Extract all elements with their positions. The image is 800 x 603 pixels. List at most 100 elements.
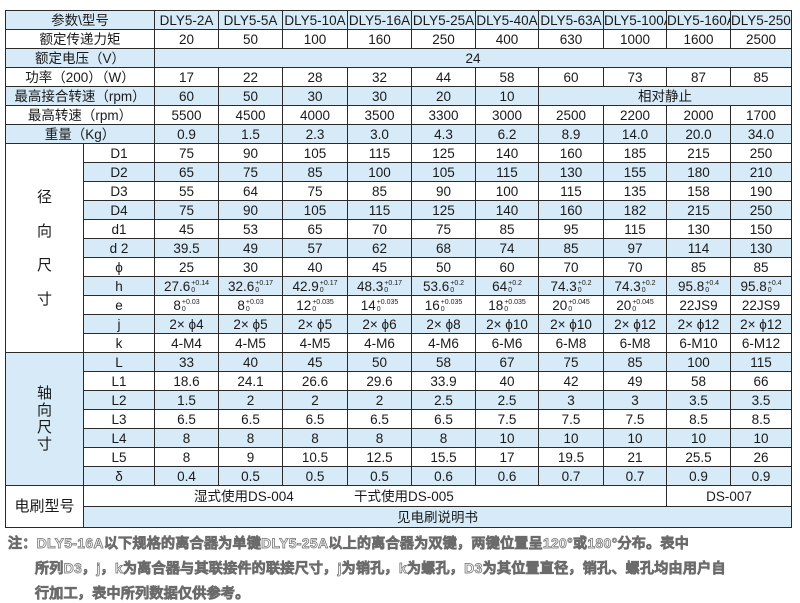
value-cell: 12 +0.035 0 [282,295,349,315]
value-cell: 75 [282,181,349,201]
value-cell: 74.3 +0.2 0 [603,276,668,296]
value-text: 70 [563,259,579,275]
value-cell: 115 [730,352,793,372]
tolerance-lower: 0 [384,286,389,294]
value-cell: 0.7 [538,466,605,486]
value-cell: 34.0 [730,124,793,144]
value-cell: 8 [154,447,220,467]
value-cell: 2.5 [475,390,540,410]
value-cell: 135 [603,181,668,201]
radial-row: h 27.6 +0.14 0 32.6 +0.17 0 42.9 +0.17 0 48.3 +0.17… [6,276,793,296]
value-cell: 95.8 +0.4 0 [730,276,793,296]
value-text: 0.9 [751,468,771,484]
value-cell: 85 [347,181,413,201]
header-row: 参数\型号 DLY5-2A DLY5-5A DLY5-10A DLY5-16A DLY5-… [4,10,793,30]
value-text: 8.9 [561,126,581,142]
value-cell: 130 [538,162,605,182]
value-cell: 65 [154,162,220,182]
value-cell: 8 +0.03 0 [154,295,220,315]
value-cell: 10.5 [282,447,349,467]
value-text: 4-M4 [171,335,202,351]
brush-large-cell: DS-007 [666,485,793,507]
value-cell: 6.5 [411,409,477,429]
value-cell: 50 [218,86,284,106]
value-cell: 66 [730,371,793,391]
value-text: 53.6 [422,278,450,294]
tolerance-upper: +0.4 [767,279,782,287]
tolerance: +0.2 0 [508,280,522,294]
value-cell: 215 [666,200,732,220]
value-cell: 17 [475,447,540,467]
value-text: 50 [243,88,259,104]
value-cell: 28 [282,67,349,87]
model-header: DLY5-2A [154,10,220,30]
value-text: 85 [307,164,323,180]
value-text: 3.0 [370,126,389,142]
value-text: 160 [559,202,583,218]
value-cell: 39.5 [154,238,220,258]
value-cell: 100 [347,162,413,182]
value-text: 0.5 [241,468,260,484]
tolerance: +0.2 0 [642,280,656,294]
value-cell: 20 +0.045 0 [603,295,668,315]
value-text: 115 [368,202,391,218]
value-cell: 70 [538,257,605,277]
value-cell: 0.5 [282,466,349,486]
value-text: 58 [436,354,452,370]
value-text: 8 [173,297,181,313]
value-cell: 85 [730,257,793,277]
value-cell: 2× ϕ8 [411,314,477,334]
value-text: 2× ϕ12 [740,316,782,332]
value-cell: 70 [347,219,413,239]
model-header: DLY5-250A [730,10,793,30]
value-cell: 8 [218,428,284,448]
value-cell: 6.5 [218,409,284,429]
value-cell: 105 [411,162,477,182]
param-label: D3 [82,181,156,201]
param-label: L [82,352,156,372]
spec-row: 功率（200）（W） 17 22 28 32 44 58 60 73 87 85 [4,67,793,87]
value-cell: 8.9 [538,124,605,144]
value-text: 75 [436,221,452,237]
value-text: 2× ϕ4 [169,316,204,332]
value-text: 53 [243,221,259,237]
value-cell: 74 [475,238,540,258]
value-text: 20.0 [685,126,712,142]
value-text: 3300 [428,107,459,123]
value-cell: 8.5 [666,409,732,429]
value-text: 210 [749,164,773,180]
value-cell: 140 [475,143,540,163]
radial-row: j 2× ϕ4 2× ϕ5 2× ϕ5 2× ϕ6 2× ϕ8 2× ϕ10 2× ϕ10 2×… [6,314,793,334]
tolerance: +0.035 0 [441,299,463,313]
value-text: 3000 [491,107,523,123]
value-cell: 3300 [411,105,477,125]
value-cell: 250 [730,200,793,220]
tolerance-lower: 0 [767,286,772,294]
value-text: 105 [303,145,327,161]
value-cell: 20.0 [666,124,732,144]
value-text: 20 [436,88,452,104]
value-text: 42.9 [292,278,319,294]
param-label: j [82,314,156,334]
value-text: 250 [749,202,773,218]
value-text: 115 [750,354,772,370]
value-text: 4-M5 [235,335,266,351]
value-text: 49 [243,240,259,256]
value-text: 630 [559,31,583,47]
value-text: 85 [499,221,515,237]
value-cell: 8 +0.03 0 [218,295,284,315]
tolerance-upper: +0.035 [376,298,399,306]
value-cell: 6.2 [475,124,540,144]
value-text: 22 [243,69,259,85]
tolerance-lower: 0 [312,305,317,313]
value-cell: 3.0 [347,124,413,144]
tolerance-lower: 0 [641,286,646,294]
value-text: 100 [368,164,391,180]
value-cell: 25.5 [666,447,732,467]
value-text: 20 [552,297,568,313]
tolerance-upper: +0.045 [632,298,654,306]
radial-row: d1 45 53 65 70 75 85 95 115 130 150 [6,219,793,239]
value-text: 14 [360,297,376,313]
model-header: DLY5-40A [475,10,540,30]
value-text: 6-M12 [741,335,781,351]
